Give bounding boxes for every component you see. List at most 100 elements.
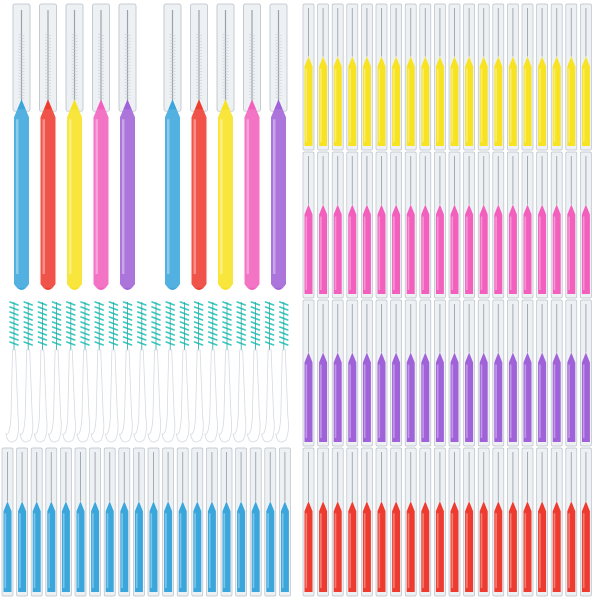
bristle [222, 45, 229, 48]
interdental-brush [463, 3, 475, 151]
bristle [124, 36, 131, 39]
highlight [480, 68, 483, 142]
bristle [71, 66, 78, 69]
interdental-brush [133, 447, 145, 597]
bristle [18, 63, 25, 66]
interdental-brush [147, 447, 160, 597]
bristle [248, 63, 256, 66]
bristle [275, 81, 282, 84]
highlight [495, 364, 497, 438]
bristle [124, 42, 131, 45]
interdental-brush [264, 447, 277, 597]
highlight [252, 513, 255, 588]
bristle [195, 36, 203, 39]
purple-handle [406, 352, 415, 442]
white-handle [104, 349, 119, 443]
bristle [248, 45, 256, 48]
interdental-brush [434, 447, 446, 597]
highlight [495, 68, 497, 142]
bristle [222, 60, 229, 63]
bristle [275, 69, 282, 72]
interdental-brush [492, 299, 505, 447]
bristle [222, 36, 229, 39]
interdental-brush [550, 299, 563, 447]
highlight [451, 68, 454, 142]
large-brushes-set-1 [12, 3, 137, 290]
bristle [248, 75, 256, 78]
blue-handle [3, 501, 12, 592]
highlight [509, 68, 512, 142]
bristle [169, 33, 176, 36]
bristle [275, 51, 282, 54]
interdental-brush [190, 3, 208, 290]
red-handle [523, 501, 532, 592]
bristle [195, 57, 203, 60]
highlight [436, 68, 439, 142]
bristle [248, 90, 256, 93]
interdental-brush [16, 447, 28, 597]
red-handle [392, 501, 401, 592]
floss-pick [204, 301, 218, 443]
interdental-brush [235, 447, 247, 597]
pink-handle [319, 204, 328, 294]
interdental-brush [404, 447, 417, 597]
interdental-brush [580, 151, 592, 299]
purple-handle [319, 352, 328, 442]
interdental-brush [118, 3, 137, 290]
bristle [248, 48, 256, 51]
bristle [18, 87, 25, 90]
interdental-brush [565, 151, 578, 299]
highlight [553, 68, 556, 142]
yellow-brush-row [302, 3, 592, 151]
highlight [407, 513, 410, 588]
pink-handle [508, 204, 517, 294]
bristle [44, 33, 52, 36]
highlight [179, 513, 182, 588]
blue-handle [120, 501, 129, 592]
bristle [71, 78, 78, 81]
bristle [275, 90, 282, 93]
bristle [97, 63, 105, 66]
bristle [195, 81, 203, 84]
sleeve [12, 109, 31, 289]
purple-handle [271, 99, 286, 290]
interdental-brush [317, 299, 329, 447]
bristle [71, 69, 78, 72]
floss-pick [76, 301, 91, 443]
highlight [393, 513, 395, 588]
pink-brush-row [302, 151, 592, 299]
bristle [195, 54, 203, 57]
bristle [195, 33, 203, 36]
bristle [195, 96, 203, 99]
bristle [222, 87, 229, 90]
pink-handle [392, 204, 401, 294]
interdental-brush [30, 447, 43, 597]
bristle [44, 66, 52, 69]
bristle [124, 33, 131, 36]
bristle [248, 87, 256, 90]
pink-handle [523, 204, 532, 294]
interdental-brush [361, 3, 373, 151]
interdental-brush [346, 299, 359, 447]
interdental-brush [331, 447, 344, 597]
yellow-handle [421, 56, 430, 147]
bristle [18, 33, 25, 36]
highlight [363, 68, 366, 142]
white-handle [246, 349, 261, 443]
highlight [305, 513, 308, 588]
bristle [97, 33, 105, 36]
bristle [169, 75, 176, 78]
interdental-brush [492, 3, 505, 151]
pink-handle [406, 204, 415, 294]
highlight [305, 68, 308, 142]
interdental-brush [492, 447, 505, 597]
interdental-brush [463, 151, 475, 299]
bristle [169, 84, 176, 87]
interdental-brush [448, 447, 461, 597]
highlight [422, 513, 424, 588]
red-handle [348, 501, 357, 592]
highlight [539, 513, 541, 588]
red-handle [40, 99, 56, 290]
bristle [71, 33, 78, 36]
